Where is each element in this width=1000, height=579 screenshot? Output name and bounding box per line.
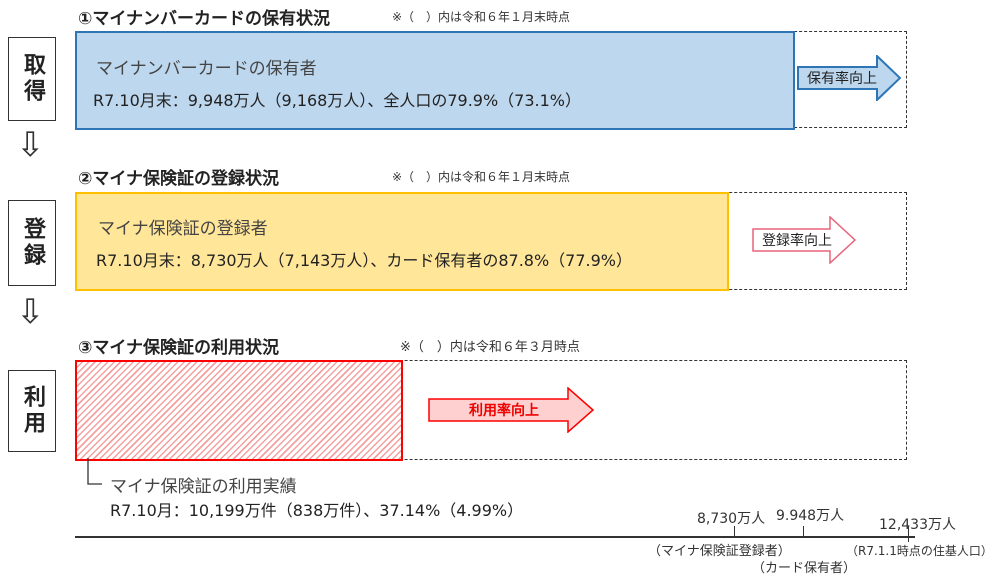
section-note: ※（ ）内は令和６年３月時点 [400, 340, 580, 355]
tick-label: （R7.1.1時点の住基人口） [846, 544, 993, 558]
bar-value: R7.10月：10,199万件（838万件）、37.14%（4.99%） [110, 501, 524, 520]
bar-label: マイナ保険証の利用実績 [110, 477, 297, 497]
section-note: ※（ ）内は令和６年１月末時点 [392, 170, 571, 184]
scale-axis [75, 536, 915, 538]
arrow-label: 登録率向上 [762, 233, 832, 249]
bar-value: R7.10月末：9,948万人（9,168万人）、全人口の79.9%（73.1%… [93, 91, 582, 110]
tick [908, 526, 909, 542]
side-label-use: 利用 [8, 370, 56, 452]
callout-bracket [87, 458, 102, 485]
increase-arrow: 登録率向上 [752, 215, 857, 265]
side-label-text: 取得 [20, 53, 45, 105]
bar-value: R7.10月末：8,730万人（7,143万人）、カード保有者の87.8%（77… [96, 251, 633, 270]
tick-label: （カード保有者） [752, 561, 857, 576]
increase-arrow: 利用率向上 [428, 386, 595, 434]
down-arrow-icon: ⇩ [16, 125, 45, 165]
bar-label: マイナンバーカードの保有者 [96, 59, 317, 79]
tick-label: （マイナ保険証登録者） [648, 544, 791, 559]
card-holder-bar [75, 31, 795, 130]
down-arrow-icon: ⇩ [16, 292, 45, 332]
section-title: ③マイナ保険証の利用状況 [78, 338, 280, 358]
arrow-label: 利用率向上 [469, 403, 539, 419]
increase-arrow: 保有率向上 [797, 53, 902, 103]
bar-label: マイナ保険証の登録者 [98, 219, 268, 239]
tick-value: 12,433万人 [879, 517, 956, 533]
section-note: ※（ ）内は令和６年１月末時点 [392, 10, 571, 24]
side-label-text: 利用 [20, 385, 45, 437]
side-label-acquire: 取得 [8, 37, 56, 121]
tick-value: 8,730万人 [697, 511, 766, 527]
registered-bar [75, 192, 729, 291]
tick-value: 9.948万人 [776, 508, 845, 524]
section-title: ①マイナンバーカードの保有状況 [78, 9, 331, 29]
arrow-label: 保有率向上 [807, 71, 877, 87]
tick [803, 526, 804, 536]
side-label-register: 登録 [8, 200, 56, 286]
side-label-text: 登録 [20, 217, 45, 269]
section-title: ②マイナ保険証の登録状況 [78, 169, 280, 189]
tick [734, 526, 735, 536]
usage-bar [75, 360, 403, 461]
